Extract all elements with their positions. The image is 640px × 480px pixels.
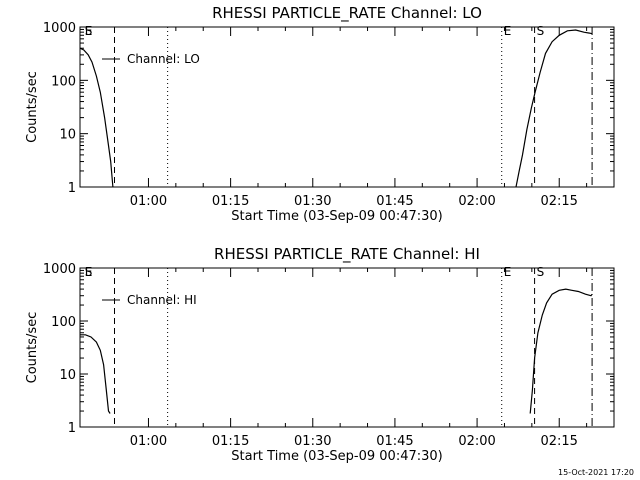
lo-marker-s: S: [537, 24, 545, 38]
lo-legend-label: Channel: LO: [127, 52, 200, 66]
lo-series-line-2: [515, 29, 593, 187]
hi-channel-plot: RHESSI PARTICLE_RATE Channel: HI 1 10 100 10…: [25, 245, 615, 464]
lo-marker-s: S: [85, 24, 93, 38]
lo-y-tick-label: 1000: [43, 21, 76, 36]
hi-marker-e: E: [85, 265, 93, 279]
hi-x-tick-label: 01:00: [130, 434, 167, 449]
lo-chart-title: RHESSI PARTICLE_RATE Channel: LO: [212, 4, 482, 23]
hi-y-tick-label: 1: [68, 421, 76, 436]
lo-x-tick-label: 01:00: [130, 194, 167, 209]
hi-y-tick-label: 1000: [43, 262, 76, 277]
lo-y-tick-label: 100: [51, 74, 76, 89]
lo-x-tick-label: 01:30: [294, 194, 331, 209]
lo-y-tick-label: 1: [68, 181, 76, 196]
hi-legend-label: Channel: HI: [127, 293, 197, 307]
lo-x-tick-label: 02:15: [540, 194, 577, 209]
lo-x-axis-label: Start Time (03-Sep-09 00:47:30): [231, 209, 442, 224]
hi-x-tick-label: 02:00: [458, 434, 495, 449]
hi-marker-s: S: [537, 265, 545, 279]
hi-marker-e: E: [504, 265, 512, 279]
hi-x-tick-label: 01:30: [294, 434, 331, 449]
lo-marker-e: E: [504, 24, 512, 38]
hi-x-tick-label: 01:15: [212, 434, 249, 449]
lo-x-tick-label: 02:00: [458, 194, 495, 209]
hi-y-tick-label: 10: [59, 368, 76, 383]
lo-y-tick-label: 10: [59, 128, 76, 143]
hi-x-axis-label: Start Time (03-Sep-09 00:47:30): [231, 449, 442, 464]
lo-x-tick-label: 01:45: [376, 194, 413, 209]
hi-series-line-2: [529, 288, 593, 414]
lo-plot-frame: [79, 26, 615, 188]
hi-y-axis-label: Counts/sec: [25, 312, 40, 384]
lo-y-axis-label: Counts/sec: [25, 71, 40, 143]
lo-marker-e: E: [85, 24, 93, 38]
lo-series-line-1: [80, 47, 114, 187]
lo-x-tick-label: 01:15: [212, 194, 249, 209]
hi-x-tick-label: 01:45: [376, 434, 413, 449]
hi-y-tick-label: 100: [51, 315, 76, 330]
lo-channel-plot: RHESSI PARTICLE_RATE Channel: LO 1 10 100 10…: [25, 4, 615, 224]
hi-plot-frame: [79, 267, 615, 428]
timestamp-footer: 15-Oct-2021 17:20: [558, 468, 634, 477]
hi-marker-s: S: [85, 265, 93, 279]
hi-x-tick-label: 02:15: [540, 434, 577, 449]
hi-series-line-1: [80, 334, 111, 414]
hi-chart-title: RHESSI PARTICLE_RATE Channel: HI: [214, 245, 480, 264]
